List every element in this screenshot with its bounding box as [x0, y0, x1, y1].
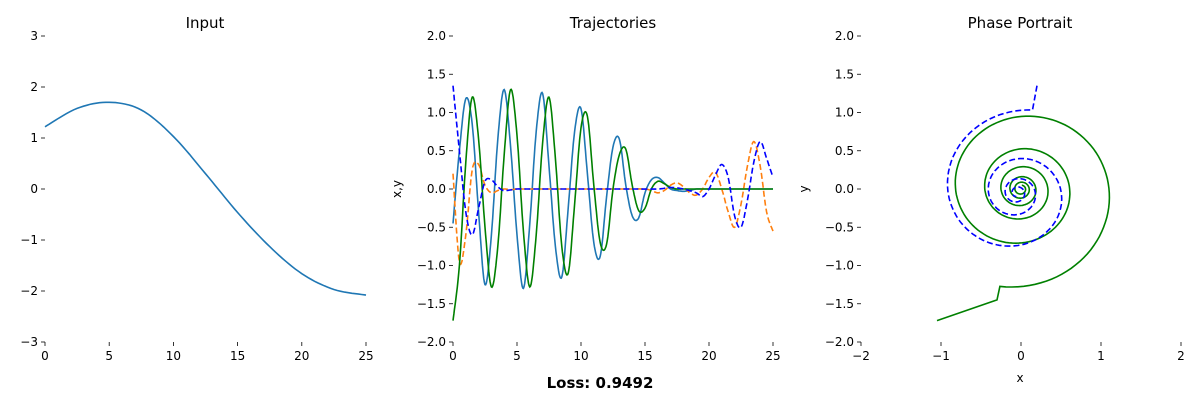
y-tick-label: 1 [30, 131, 38, 145]
series-line-0 [44, 101, 367, 296]
x-tick-label: 0 [1017, 349, 1025, 363]
x-tick-label: 15 [637, 349, 652, 363]
phase-portrait-ylabel: y [797, 185, 811, 192]
y-tick-label: −1.0 [417, 259, 446, 273]
x-tick-label: 5 [513, 349, 521, 363]
series-line-1 [452, 140, 774, 266]
phase-portrait-xlabel: x [1016, 371, 1023, 385]
series-line-0 [936, 115, 1111, 322]
trajectories-axes: Trajectories x,y −2.0 −1.5 −1.0 −0.5 0.0 0.5 1… [390, 14, 781, 363]
y-tick-label: −1.5 [417, 297, 446, 311]
y-tick-label: −1.5 [825, 297, 854, 311]
y-tick-label: 1.0 [835, 106, 854, 120]
input-title: Input [186, 14, 225, 32]
x-tick-label: −2 [852, 349, 870, 363]
phase-portrait-axes: Phase Portrait y x −2.0 −1.5 −1.0 −0.5 0.0 0.… [797, 14, 1185, 385]
y-tick-label: 0.5 [427, 144, 446, 158]
x-tick-label: 0 [41, 349, 49, 363]
x-tick-label: 25 [358, 349, 373, 363]
y-tick-label: 2.0 [427, 29, 446, 43]
y-tick-label: 0.0 [835, 182, 854, 196]
x-tick-label: 25 [765, 349, 780, 363]
series-line-2 [452, 88, 773, 321]
y-tick-label: 2.0 [835, 29, 854, 43]
x-tick-label: 5 [105, 349, 113, 363]
x-tick-label: 0 [449, 349, 457, 363]
y-tick-label: −0.5 [417, 220, 446, 234]
input-axes: Input −3 −2 −1 0 1 2 3 0 5 10 15 20 25 [20, 14, 373, 363]
y-tick-label: −2.0 [417, 335, 446, 349]
y-tick-label: 1.5 [427, 67, 446, 81]
series-line-3 [452, 85, 774, 236]
x-tick-label: 1 [1097, 349, 1105, 363]
y-tick-label: −0.5 [825, 220, 854, 234]
trajectories-title: Trajectories [569, 14, 657, 32]
y-tick-label: 0.5 [835, 144, 854, 158]
y-tick-label: 1.0 [427, 106, 446, 120]
x-tick-label: 10 [573, 349, 588, 363]
y-tick-label: −2 [20, 284, 38, 298]
x-tick-label: 20 [294, 349, 309, 363]
x-tick-label: 20 [701, 349, 716, 363]
y-tick-label: −1 [20, 233, 38, 247]
x-tick-label: −1 [932, 349, 950, 363]
x-tick-label: 10 [166, 349, 181, 363]
phase-portrait-title: Phase Portrait [968, 14, 1073, 32]
x-tick-label: 2 [1177, 349, 1185, 363]
loss-label: Loss: 0.9492 [547, 374, 654, 392]
y-tick-label: 2 [30, 80, 38, 94]
y-tick-label: −3 [20, 335, 38, 349]
y-tick-label: 0.0 [427, 182, 446, 196]
x-tick-label: 15 [230, 349, 245, 363]
y-tick-label: 1.5 [835, 67, 854, 81]
trajectories-ylabel: x,y [390, 180, 404, 198]
y-tick-label: 3 [30, 29, 38, 43]
series-line-1 [946, 85, 1063, 247]
y-tick-label: 0 [30, 182, 38, 196]
y-tick-label: −1.0 [825, 259, 854, 273]
y-tick-label: −2.0 [825, 335, 854, 349]
